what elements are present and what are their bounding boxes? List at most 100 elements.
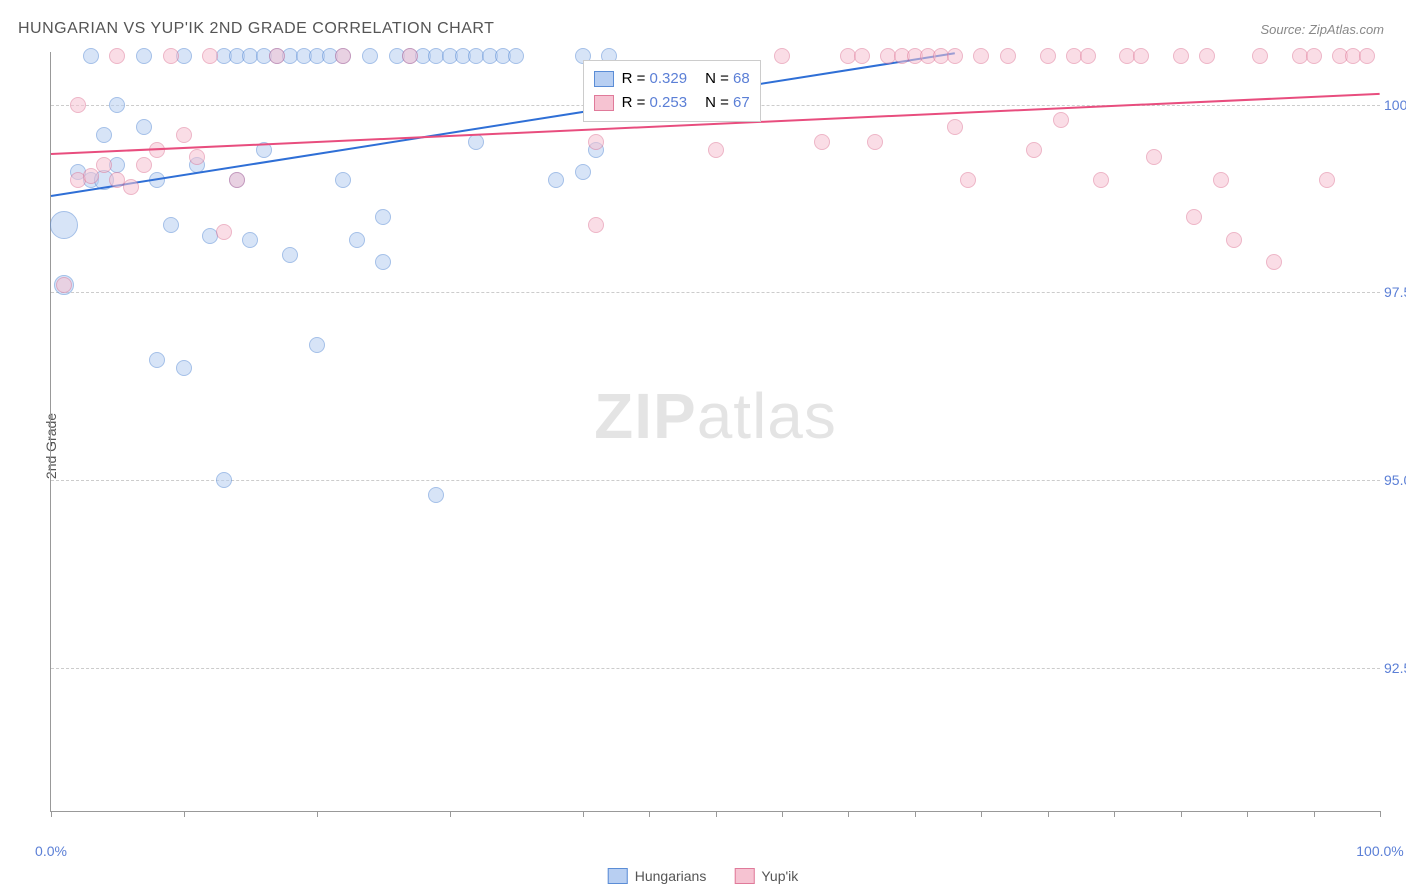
scatter-point <box>70 97 86 113</box>
stats-r-label: R = 0.253 <box>622 91 687 115</box>
scatter-point <box>163 48 179 64</box>
scatter-point <box>109 97 125 113</box>
scatter-point <box>774 48 790 64</box>
scatter-point <box>269 48 285 64</box>
scatter-point <box>216 224 232 240</box>
x-tick <box>915 811 916 817</box>
x-tick <box>450 811 451 817</box>
scatter-point <box>814 134 830 150</box>
scatter-point <box>189 149 205 165</box>
x-tick <box>583 811 584 817</box>
trend-line <box>51 52 955 197</box>
scatter-point <box>1226 232 1242 248</box>
stats-swatch <box>594 71 614 87</box>
x-tick <box>184 811 185 817</box>
scatter-point <box>960 172 976 188</box>
gridline <box>51 668 1380 669</box>
y-tick-label: 95.0% <box>1384 472 1406 488</box>
legend-label: Yup'ik <box>761 868 798 884</box>
y-tick-label: 100.0% <box>1384 97 1406 113</box>
stats-row: R = 0.329 N = 68 <box>594 67 750 91</box>
scatter-point <box>309 337 325 353</box>
scatter-point <box>973 48 989 64</box>
scatter-point <box>1359 48 1375 64</box>
scatter-point <box>136 48 152 64</box>
scatter-point <box>50 211 78 239</box>
y-tick-label: 92.5% <box>1384 660 1406 676</box>
scatter-point <box>123 179 139 195</box>
legend-item-yupik: Yup'ik <box>734 868 798 884</box>
scatter-point <box>83 168 99 184</box>
legend-swatch <box>734 868 754 884</box>
scatter-point <box>136 119 152 135</box>
scatter-point <box>362 48 378 64</box>
chart-title: HUNGARIAN VS YUP'IK 2ND GRADE CORRELATIO… <box>18 20 494 38</box>
stats-row: R = 0.253N = 67 <box>594 91 750 115</box>
scatter-point <box>708 142 724 158</box>
scatter-point <box>575 164 591 180</box>
scatter-point <box>588 134 604 150</box>
scatter-point <box>947 119 963 135</box>
scatter-point <box>163 217 179 233</box>
x-tick <box>1181 811 1182 817</box>
scatter-point <box>229 172 245 188</box>
scatter-point <box>1213 172 1229 188</box>
scatter-point <box>96 157 112 173</box>
scatter-point <box>1133 48 1149 64</box>
x-tick <box>716 811 717 817</box>
gridline <box>51 292 1380 293</box>
scatter-point <box>1319 172 1335 188</box>
x-tick <box>1048 811 1049 817</box>
scatter-point <box>548 172 564 188</box>
scatter-point <box>1080 48 1096 64</box>
legend-item-hungarians: Hungarians <box>608 868 707 884</box>
scatter-point <box>335 48 351 64</box>
scatter-point <box>947 48 963 64</box>
scatter-point <box>335 172 351 188</box>
scatter-point <box>216 472 232 488</box>
x-tick <box>1314 811 1315 817</box>
gridline <box>51 480 1380 481</box>
legend-swatch <box>608 868 628 884</box>
scatter-point <box>468 134 484 150</box>
scatter-point <box>83 48 99 64</box>
scatter-point <box>1173 48 1189 64</box>
x-tick <box>317 811 318 817</box>
scatter-point <box>1026 142 1042 158</box>
scatter-point <box>1040 48 1056 64</box>
scatter-point <box>1306 48 1322 64</box>
y-tick-label: 97.5% <box>1384 284 1406 300</box>
scatter-point <box>1093 172 1109 188</box>
scatter-point <box>56 277 72 293</box>
scatter-point <box>109 48 125 64</box>
scatter-point <box>375 209 391 225</box>
scatter-point <box>242 232 258 248</box>
scatter-point <box>1252 48 1268 64</box>
scatter-point <box>867 134 883 150</box>
scatter-point <box>428 487 444 503</box>
x-tick-label: 100.0% <box>1356 843 1403 859</box>
scatter-point <box>96 127 112 143</box>
x-tick <box>1380 811 1381 817</box>
scatter-plot-area: ZIPatlas 92.5%95.0%97.5%100.0%0.0%100.0%… <box>50 52 1380 812</box>
scatter-point <box>176 360 192 376</box>
stats-n-label: N = 68 <box>705 67 750 91</box>
scatter-point <box>375 254 391 270</box>
x-tick <box>848 811 849 817</box>
scatter-point <box>349 232 365 248</box>
stats-swatch <box>594 95 614 111</box>
scatter-point <box>176 127 192 143</box>
stats-r-label: R = 0.329 <box>622 67 687 91</box>
scatter-point <box>1146 149 1162 165</box>
x-tick-label: 0.0% <box>35 843 67 859</box>
watermark: ZIPatlas <box>594 379 837 453</box>
scatter-point <box>1053 112 1069 128</box>
scatter-point <box>1000 48 1016 64</box>
scatter-point <box>149 352 165 368</box>
bottom-legend: Hungarians Yup'ik <box>608 868 799 884</box>
scatter-point <box>588 217 604 233</box>
scatter-point <box>402 48 418 64</box>
correlation-stats-box: R = 0.329 N = 68R = 0.253N = 67 <box>583 60 761 122</box>
scatter-point <box>508 48 524 64</box>
x-tick <box>1247 811 1248 817</box>
